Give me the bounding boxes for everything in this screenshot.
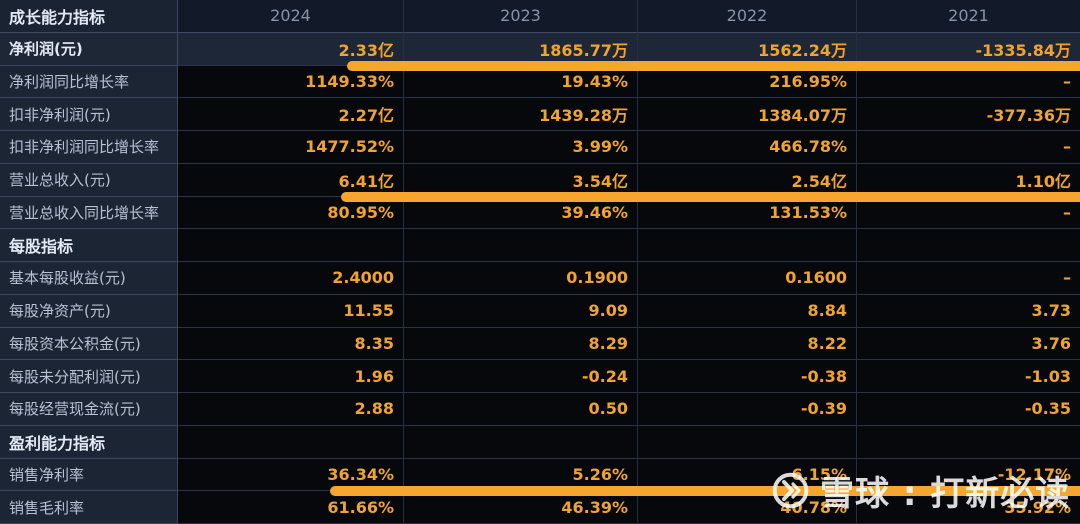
row-label: 基本每股收益(元) xyxy=(0,262,178,295)
year-header-0: 2024 xyxy=(178,0,404,33)
cell-value: 216.95% xyxy=(638,65,857,99)
cell-value: 1562.24万 xyxy=(638,32,857,66)
cell-value: 1439.28万 xyxy=(404,98,638,131)
xueqiu-watermark: 雪球 : 打新必读 xyxy=(772,466,1070,515)
cell-value: 39.46% xyxy=(404,196,638,230)
row-label: 每股指标 xyxy=(0,229,178,262)
cell-value: 0.50 xyxy=(404,393,638,426)
cell-value: 1384.07万 xyxy=(638,98,857,131)
orange-marker-bar xyxy=(341,191,1080,202)
orange-marker-bar xyxy=(347,60,1080,71)
cell-value: -0.39 xyxy=(638,393,857,426)
table-row[interactable]: 每股经营现金流(元) 2.88 0.50 -0.39 -0.35 xyxy=(0,393,1080,426)
cell-value: -0.38 xyxy=(638,360,857,393)
cell-value xyxy=(404,229,638,262)
cell-value: 1477.52% xyxy=(178,131,404,164)
cell-value: 35.92% xyxy=(857,491,1080,524)
year-header-3: 2021 xyxy=(857,0,1080,33)
row-label: 每股资本公积金(元) xyxy=(0,327,178,361)
cell-value: 8.29 xyxy=(404,327,638,361)
row-label: 扣非净利润同比增长率 xyxy=(0,131,178,164)
cell-value: 0.1600 xyxy=(638,262,857,295)
row-label: 净利润同比增长率 xyxy=(0,65,178,99)
cell-value: -12.17% xyxy=(857,458,1080,492)
cell-value: -0.24 xyxy=(404,360,638,393)
table-row[interactable]: 每股净资产(元) 11.55 9.09 8.84 3.73 xyxy=(0,294,1080,328)
cell-value xyxy=(857,425,1080,459)
cell-value: 8.35 xyxy=(178,327,404,361)
cell-value xyxy=(404,425,638,459)
cell-value: – xyxy=(857,65,1080,99)
cell-value xyxy=(638,425,857,459)
cell-value: 2.54亿 xyxy=(638,163,857,197)
row-label: 每股经营现金流(元) xyxy=(0,393,178,426)
orange-marker-bar xyxy=(330,486,1080,497)
cell-value: 19.43% xyxy=(404,65,638,99)
cell-value: 1.10亿 xyxy=(857,163,1080,197)
cell-value: 6.41亿 xyxy=(178,163,404,197)
cell-value: 6.15% xyxy=(638,458,857,492)
table-row[interactable]: 扣非净利润同比增长率 1477.52% 3.99% 466.78% – xyxy=(0,131,1080,164)
cell-value: 131.53% xyxy=(638,196,857,230)
cell-value: 2.27亿 xyxy=(178,98,404,131)
cell-value: -1.03 xyxy=(857,360,1080,393)
row-label: 营业总收入(元) xyxy=(0,163,178,197)
cell-value: 46.39% xyxy=(404,491,638,524)
cell-value xyxy=(178,229,404,262)
cell-value xyxy=(857,229,1080,262)
section-row[interactable]: 每股指标 xyxy=(0,229,1080,262)
cell-value: 3.76 xyxy=(857,327,1080,361)
cell-value xyxy=(178,425,404,459)
cell-value: 466.78% xyxy=(638,131,857,164)
year-header-2: 2022 xyxy=(638,0,857,33)
cell-value: 11.55 xyxy=(178,294,404,328)
cell-value: 61.66% xyxy=(178,491,404,524)
cell-value: 1865.77万 xyxy=(404,32,638,66)
row-label: 每股净资产(元) xyxy=(0,294,178,328)
cell-value: 5.26% xyxy=(404,458,638,492)
row-label: 销售毛利率 xyxy=(0,491,178,524)
cell-value: 3.73 xyxy=(857,294,1080,328)
table-header-row: 成长能力指标 2024 2023 2022 2021 xyxy=(0,0,1080,33)
table-row[interactable]: 净利润同比增长率 1149.33% 19.43% 216.95% – xyxy=(0,65,1080,99)
row-label: 销售净利率 xyxy=(0,458,178,492)
cell-value: 80.95% xyxy=(178,196,404,230)
cell-value xyxy=(638,229,857,262)
cell-value: -377.36万 xyxy=(857,98,1080,131)
row-label: 营业总收入同比增长率 xyxy=(0,196,178,230)
cell-value: – xyxy=(857,196,1080,230)
watermark-text: 雪球 : 打新必读 xyxy=(820,474,1071,514)
cell-value: – xyxy=(857,262,1080,295)
row-label: 扣非净利润(元) xyxy=(0,98,178,131)
cell-value: 9.09 xyxy=(404,294,638,328)
table-row[interactable]: 每股资本公积金(元) 8.35 8.29 8.22 3.76 xyxy=(0,327,1080,361)
cell-value: 1.96 xyxy=(178,360,404,393)
row-label: 每股未分配利润(元) xyxy=(0,360,178,393)
section-row[interactable]: 盈利能力指标 xyxy=(0,425,1080,459)
row-label: 盈利能力指标 xyxy=(0,425,178,459)
table-row[interactable]: 营业总收入同比增长率 80.95% 39.46% 131.53% – xyxy=(0,196,1080,230)
table-title: 成长能力指标 xyxy=(0,0,178,33)
cell-value: 0.1900 xyxy=(404,262,638,295)
cell-value: 1149.33% xyxy=(178,65,404,99)
table-row[interactable]: 扣非净利润(元) 2.27亿 1439.28万 1384.07万 -377.36万 xyxy=(0,98,1080,131)
cell-value: 2.4000 xyxy=(178,262,404,295)
cell-value: 2.33亿 xyxy=(178,32,404,66)
row-label: 净利润(元) xyxy=(0,32,178,66)
table-row[interactable]: 销售净利率 36.34% 5.26% 6.15% -12.17% xyxy=(0,458,1080,492)
cell-value: 3.99% xyxy=(404,131,638,164)
year-header-1: 2023 xyxy=(404,0,638,33)
cell-value: 8.22 xyxy=(638,327,857,361)
cell-value: 36.34% xyxy=(178,458,404,492)
cell-value: 8.84 xyxy=(638,294,857,328)
xueqiu-logo-icon xyxy=(772,472,809,509)
cell-value: – xyxy=(857,131,1080,164)
table-row[interactable]: 基本每股收益(元) 2.4000 0.1900 0.1600– xyxy=(0,262,1080,295)
cell-value: -0.35 xyxy=(857,393,1080,426)
table-row[interactable]: 营业总收入(元) 6.41亿 3.54亿 2.54亿 1.10亿 xyxy=(0,163,1080,197)
table-row[interactable]: 每股未分配利润(元) 1.96 -0.24 -0.38 -1.03 xyxy=(0,360,1080,393)
cell-value: 2.88 xyxy=(178,393,404,426)
